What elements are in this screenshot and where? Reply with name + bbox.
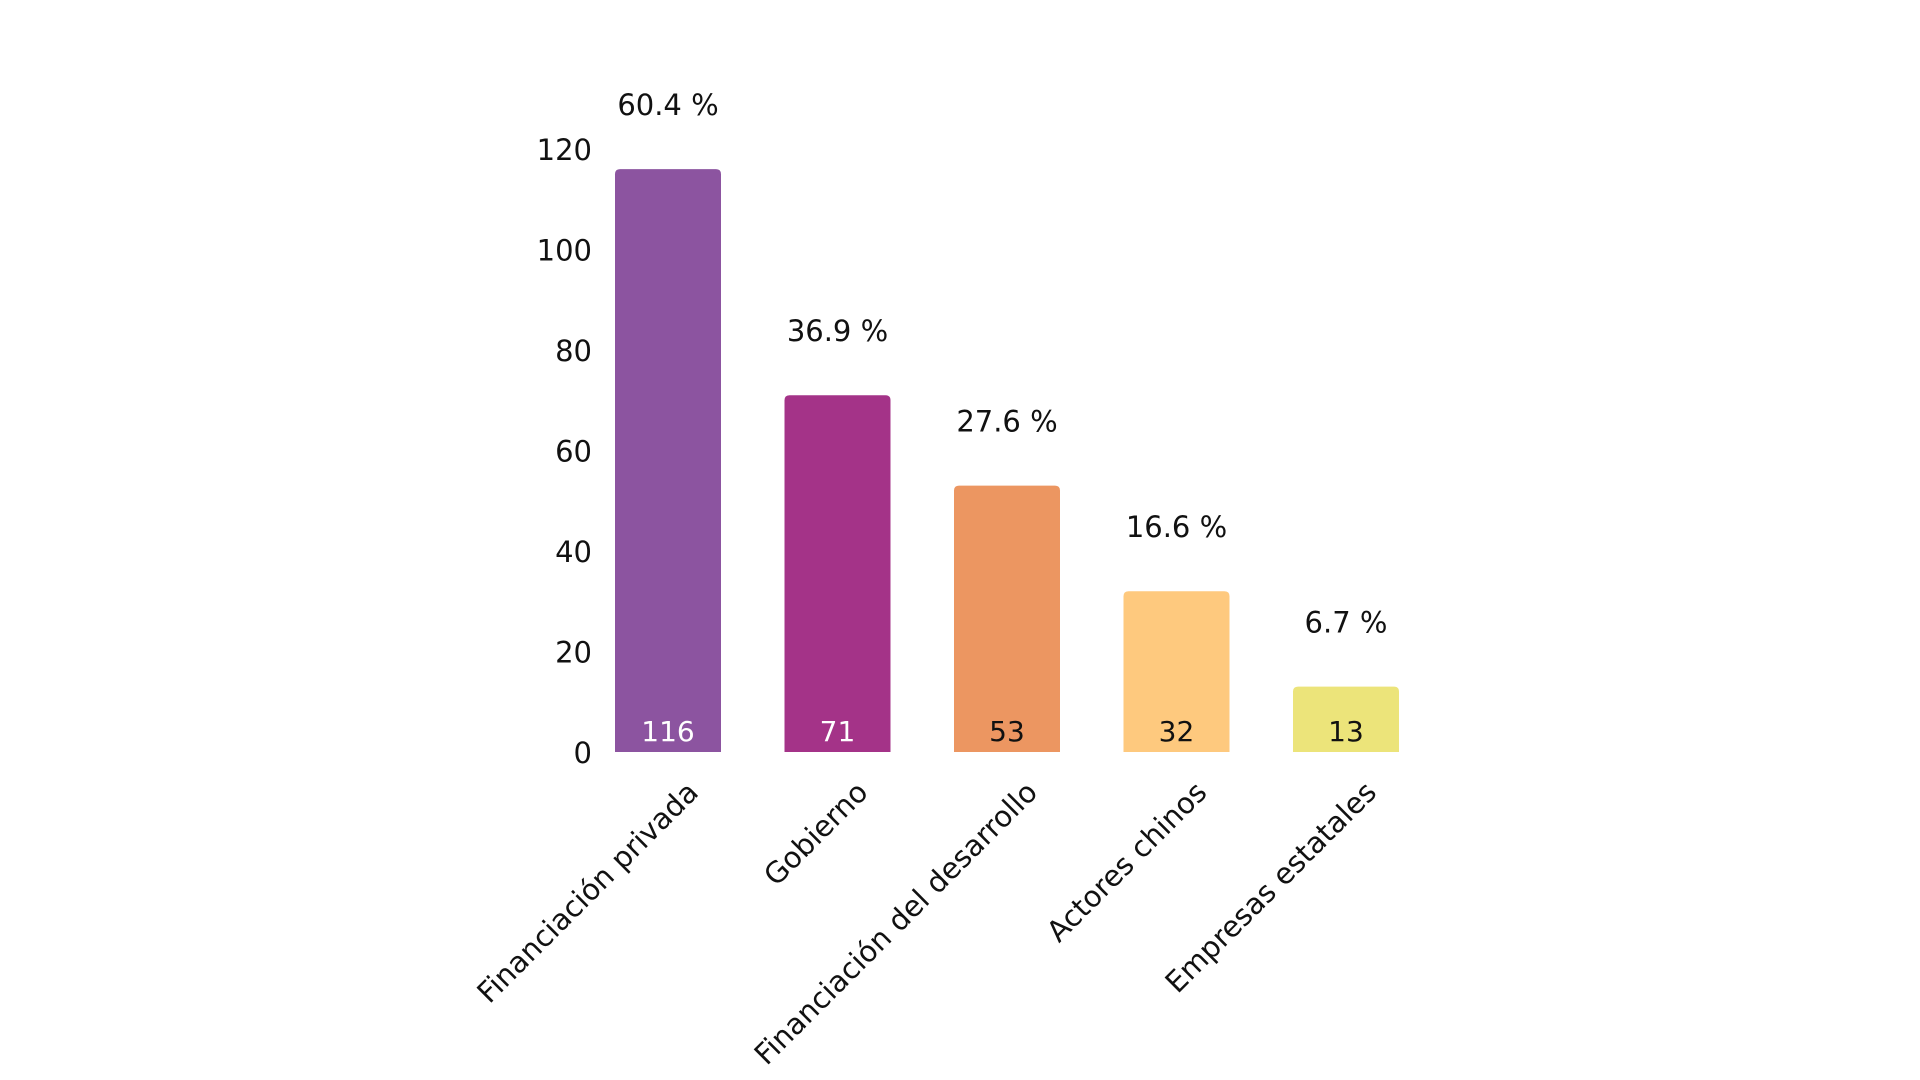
x-category-label: Financiación del desarrollo <box>748 775 1044 1071</box>
bar-percent-label: 16.6 % <box>1126 510 1227 544</box>
bar-value-label: 32 <box>1159 715 1195 748</box>
bar-value-label: 71 <box>820 715 856 748</box>
bar <box>954 485 1060 752</box>
y-tick-label: 120 <box>537 133 592 167</box>
x-category-label: Gobierno <box>757 775 874 892</box>
bar-value-label: 116 <box>641 715 694 748</box>
bar-value-label: 53 <box>989 715 1025 748</box>
bar-percent-label: 6.7 % <box>1305 606 1388 640</box>
x-category-label: Financiación privada <box>470 775 705 1010</box>
y-tick-label: 100 <box>537 234 592 268</box>
bar-percent-label: 27.6 % <box>956 405 1057 439</box>
y-tick-label: 0 <box>574 736 592 770</box>
bar-percent-label: 60.4 % <box>617 88 718 122</box>
bar <box>1123 591 1230 752</box>
bar-percent-label: 36.9 % <box>787 314 888 348</box>
y-tick-label: 60 <box>555 435 592 469</box>
y-tick-label: 40 <box>555 535 592 569</box>
bar <box>784 395 891 752</box>
y-tick-label: 20 <box>555 636 592 670</box>
bar <box>615 169 721 753</box>
x-category-label: Actores chinos <box>1040 775 1214 949</box>
bar-value-label: 13 <box>1328 715 1364 748</box>
y-tick-label: 80 <box>555 334 592 368</box>
bar <box>1293 686 1399 752</box>
